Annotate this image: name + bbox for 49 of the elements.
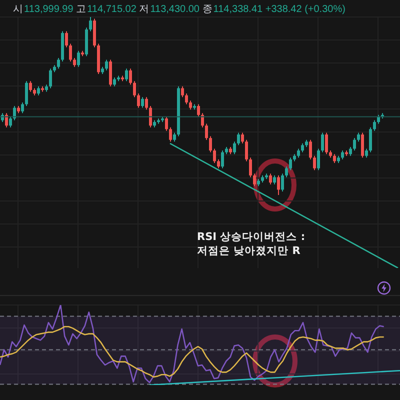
candlestick [77, 50, 80, 68]
candlestick [285, 166, 288, 178]
candlestick [29, 80, 32, 92]
candlestick [253, 173, 256, 187]
candlestick [369, 126, 372, 153]
candlestick [289, 157, 292, 171]
candlestick [137, 93, 140, 108]
candlestick [361, 132, 364, 158]
candlestick [237, 132, 240, 146]
candlestick [109, 59, 112, 87]
candlestick [233, 141, 236, 155]
candlestick [145, 96, 148, 110]
candlestick [125, 68, 128, 82]
candlestick [69, 43, 72, 62]
candlestick [25, 80, 28, 107]
candlestick [105, 59, 108, 71]
candlestick [129, 68, 132, 86]
candlestick [277, 174, 280, 196]
candlestick [65, 30, 68, 48]
candlestick [209, 136, 212, 153]
candlestick [89, 17, 92, 32]
candlestick [149, 106, 152, 128]
candlestick [313, 155, 316, 171]
candlestick [245, 139, 248, 162]
candlestick [21, 102, 24, 114]
candlestick [241, 132, 244, 144]
candlestick [309, 139, 312, 160]
candlestick [133, 80, 136, 98]
candlestick [325, 132, 328, 155]
candlestick [281, 173, 284, 192]
candlestick [165, 116, 168, 132]
candlestick [269, 173, 272, 185]
candlestick [141, 96, 144, 108]
candlestick [213, 148, 216, 164]
candlestick [185, 93, 188, 105]
candlestick [181, 86, 184, 98]
candlestick [57, 57, 60, 70]
candlestick [353, 138, 356, 152]
candlestick [321, 132, 324, 153]
candlestick [197, 104, 200, 118]
candlestick [9, 116, 12, 128]
text: RSI 상승다이버전스 : 저점은 낮아졌지만 R [197, 230, 306, 258]
candlestick [221, 150, 224, 169]
candlestick [169, 126, 172, 142]
candlestick [373, 120, 376, 132]
candlestick [249, 157, 252, 178]
candlestick [205, 123, 208, 140]
candlestick [317, 148, 320, 171]
candlestick [49, 68, 52, 89]
